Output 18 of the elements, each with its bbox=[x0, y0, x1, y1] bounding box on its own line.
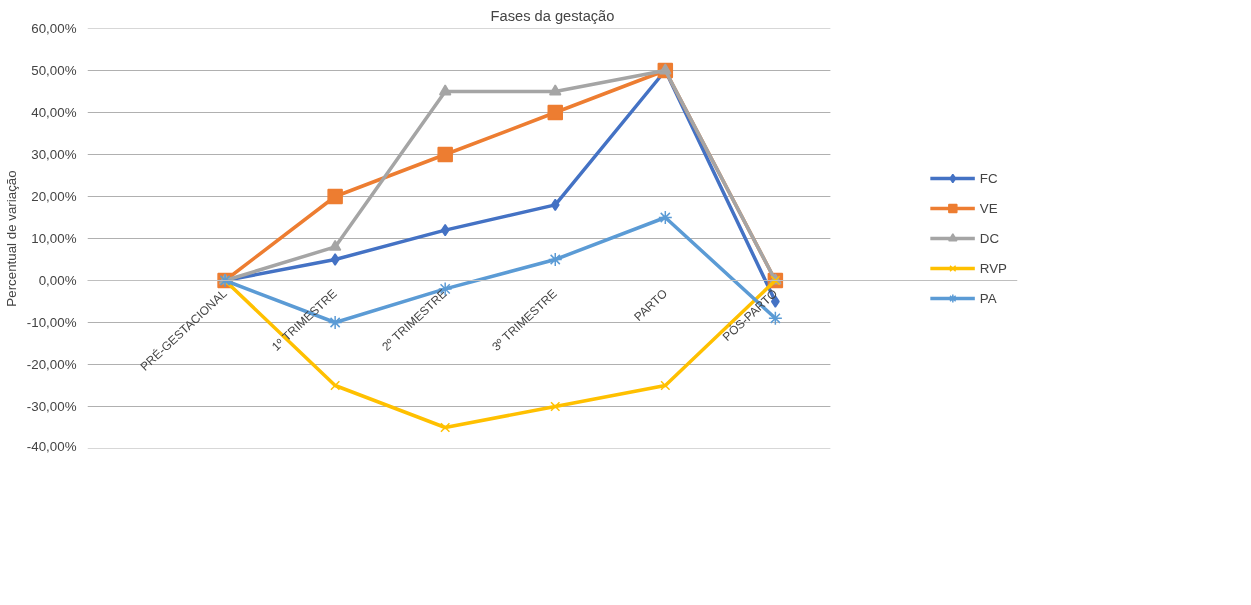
legend-label: PA bbox=[979, 290, 998, 306]
legend-label: RVP bbox=[979, 260, 1007, 276]
legend-label: DC bbox=[979, 230, 1000, 246]
y-tick-label: -30,00% bbox=[26, 399, 77, 414]
y-tick-label: 10,00% bbox=[31, 231, 77, 246]
y-tick-label: 50,00% bbox=[31, 63, 77, 78]
y-tick-label: 30,00% bbox=[31, 147, 77, 162]
y-tick-label: -40,00% bbox=[26, 438, 77, 454]
y-tick-label: 20,00% bbox=[31, 189, 77, 204]
legend-label: FC bbox=[979, 170, 999, 186]
y-axis-title: Percentual de variação bbox=[3, 170, 19, 307]
y-tick-label: -10,00% bbox=[26, 315, 77, 330]
y-tick-label: 0,00% bbox=[38, 273, 77, 288]
y-tick-label: 40,00% bbox=[31, 105, 77, 120]
legend-label: VE bbox=[979, 200, 999, 216]
y-tick-label: -20,00% bbox=[26, 357, 77, 372]
chart-title: Fases da gestação bbox=[490, 7, 615, 24]
y-tick-label: 60,00% bbox=[31, 21, 77, 36]
